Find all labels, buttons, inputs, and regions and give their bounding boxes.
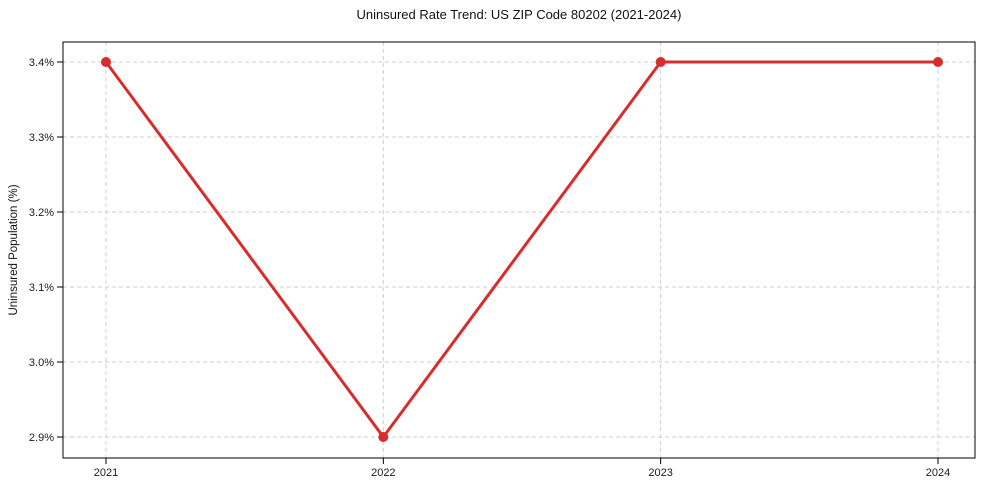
y-tick-label: 2.9% <box>29 432 54 444</box>
chart-title: Uninsured Rate Trend: US ZIP Code 80202 … <box>356 7 682 22</box>
y-tick-label: 3.1% <box>29 282 54 294</box>
x-tick-label: 2024 <box>926 467 950 479</box>
plot-border <box>62 41 976 459</box>
x-tick-label: 2022 <box>371 467 395 479</box>
y-tick-label: 3.4% <box>29 57 54 69</box>
y-tick-label: 3.2% <box>29 207 54 219</box>
data-point <box>378 432 389 442</box>
y-axis-label: Uninsured Population (%) <box>8 184 20 316</box>
data-point <box>101 57 111 67</box>
data-line <box>104 60 940 439</box>
x-tick-label: 2021 <box>94 467 118 479</box>
data-point <box>933 57 943 67</box>
y-tick-label: 3.0% <box>29 357 54 369</box>
x-tick-label: 2023 <box>648 467 672 479</box>
data-point <box>655 57 666 67</box>
y-tick-label: 3.3% <box>29 132 54 144</box>
